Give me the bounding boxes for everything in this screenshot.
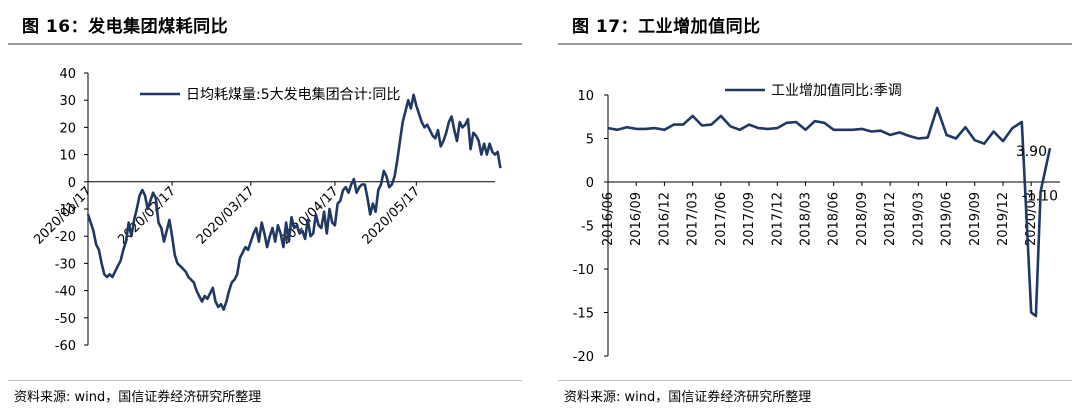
- y-tick-label: -15: [573, 307, 594, 322]
- y-tick-label: -10: [55, 203, 76, 218]
- y-tick-label: 10: [59, 149, 76, 164]
- data-label: 3.90: [1016, 144, 1047, 160]
- y-tick-label: 20: [59, 121, 76, 136]
- x-tick-label: 2017/09: [742, 192, 757, 246]
- data-label: -1.10: [1022, 189, 1058, 205]
- title-divider: [558, 43, 1072, 45]
- x-tick-label: 2017/06: [714, 192, 729, 246]
- x-tick-label: 2020/02/17: [115, 184, 179, 248]
- x-tick-label: 2017/12: [770, 192, 785, 246]
- y-tick-label: -20: [573, 350, 594, 365]
- y-tick-label: -30: [55, 257, 76, 272]
- x-tick-label: 2018/12: [883, 192, 898, 246]
- legend-label: 日均耗煤量:5大发电集团合计:同比: [186, 86, 400, 103]
- source-note: 资料来源: wind，国信证券经济研究所整理: [14, 390, 262, 405]
- y-tick-label: -40: [55, 285, 76, 300]
- y-tick-label: -10: [573, 263, 594, 278]
- right-chart-panel: 图 17：工业增加值同比 10 5 0 -5 -10 -15 -20 2016/06 2016/…: [550, 0, 1080, 415]
- y-tick-label: -60: [55, 339, 76, 354]
- y-tick-label: -5: [581, 220, 594, 235]
- source-divider: [8, 380, 522, 381]
- x-tick-label: 2016/12: [657, 192, 672, 246]
- title-divider: [8, 43, 522, 45]
- x-tick-label: 2020/05/17: [360, 184, 424, 248]
- x-tick-label: 2019/12: [996, 192, 1011, 246]
- x-tick-label: 2016/06: [601, 192, 616, 246]
- chart-title: 图 16：发电集团煤耗同比: [22, 17, 229, 37]
- series-line: [607, 106, 1052, 318]
- x-tick-label: 2020/03/17: [194, 184, 258, 248]
- x-tick-label: 2016/09: [629, 192, 644, 246]
- y-tick-label: -20: [55, 230, 76, 245]
- chart-title: 图 17：工业增加值同比: [572, 17, 761, 37]
- x-tick-label: 2017/03: [686, 192, 701, 246]
- x-tick-label: 2019/06: [940, 192, 955, 246]
- y-tick-label: 10: [577, 89, 594, 104]
- source-note: 资料来源: wind，国信证券经济研究所整理: [564, 390, 812, 405]
- industrial-value-added-chart: 10 5 0 -5 -10 -15 -20 2016/06 2016/09 2016/12 2017…: [573, 83, 1060, 365]
- series-line: [86, 93, 502, 311]
- y-tick-label: 0: [586, 176, 594, 191]
- x-tick-label: 2019/03: [911, 192, 926, 246]
- x-tick-label: 2018/03: [798, 192, 813, 246]
- x-tick-label: 2018/06: [827, 192, 842, 246]
- source-divider: [558, 380, 1072, 381]
- y-tick-label: 0: [68, 176, 76, 191]
- left-chart-panel: 图 16：发电集团煤耗同比 40 30 20 10 0 -10 -20 -30 -40 -50 -6…: [0, 0, 530, 415]
- legend-label: 工业增加值同比:季调: [771, 83, 902, 99]
- x-tick-label: 2019/09: [968, 192, 983, 246]
- y-tick-label: 40: [59, 67, 76, 82]
- y-tick-label: 30: [59, 94, 76, 109]
- y-tick-label: 5: [586, 133, 594, 148]
- y-tick-label: -50: [55, 312, 76, 327]
- x-tick-label: 2018/09: [855, 192, 870, 246]
